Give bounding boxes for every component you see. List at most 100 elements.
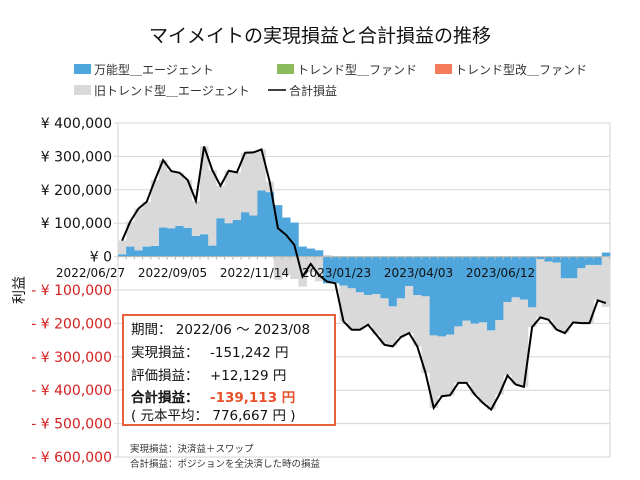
info-unrealized-value: +12,129 円	[210, 368, 286, 384]
bar-banno-agent	[478, 256, 488, 323]
bar-old-trend-agent	[314, 256, 324, 282]
bar-old-trend-agent	[593, 264, 603, 301]
bar-banno-agent	[142, 246, 152, 257]
bar-banno-agent	[355, 256, 365, 293]
y-tick-label: ¥ 0	[90, 250, 112, 266]
bar-old-trend-agent	[200, 146, 209, 235]
bar-old-trend-agent	[257, 149, 266, 191]
bar-old-trend-agent	[462, 320, 471, 383]
bar-old-trend-agent	[552, 262, 562, 330]
bar-old-trend-agent	[413, 295, 422, 347]
bar-old-trend-agent	[282, 256, 291, 274]
bar-old-trend-agent	[495, 320, 504, 395]
bar-banno-agent	[511, 256, 521, 298]
bar-banno-agent	[601, 252, 611, 257]
bar-old-trend-agent	[241, 152, 250, 213]
x-tick-label: 2022/11/14	[220, 266, 289, 280]
bar-old-trend-agent	[511, 297, 521, 385]
bar-old-trend-agent	[388, 306, 398, 347]
info-box-border	[122, 314, 336, 426]
bar-old-trend-agent	[528, 307, 537, 328]
bar-old-trend-agent	[470, 323, 480, 395]
info-realized-label: 実現損益：	[131, 345, 199, 361]
legend-label: 合計損益	[289, 83, 337, 98]
bar-old-trend-agent	[446, 334, 455, 396]
bar-banno-agent	[118, 254, 127, 257]
bar-banno-agent	[290, 222, 299, 257]
bar-old-trend-agent	[216, 185, 225, 219]
bar-old-trend-agent	[175, 172, 184, 226]
y-tick-label: - ¥ 600,000	[31, 450, 112, 466]
bar-banno-agent	[552, 256, 562, 263]
bar-banno-agent	[446, 256, 455, 335]
bar-banno-agent	[470, 256, 480, 324]
bar-old-trend-agent	[159, 160, 168, 228]
bar-banno-agent	[257, 190, 266, 257]
bar-banno-agent	[560, 256, 570, 279]
info-box: 期間： 2022/06 ～ 2023/08 実現損益： -151,242 円 評…	[122, 314, 336, 426]
bar-banno-agent	[528, 256, 537, 308]
bar-banno-agent	[388, 256, 398, 307]
legend-swatch-orange	[435, 64, 452, 74]
bar-banno-agent	[282, 217, 291, 257]
bar-old-trend-agent	[290, 256, 299, 279]
bar-banno-agent	[314, 250, 324, 257]
bar-banno-agent	[577, 256, 586, 269]
bar-banno-agent	[437, 256, 447, 337]
y-tick-label: - ¥ 100,000	[31, 283, 112, 299]
chart-title: マイメイトの実現損益と合計損益の推移	[149, 25, 491, 47]
x-axis: 2022/06/27 2022/09/05 2022/11/14 2023/01/23…	[56, 266, 535, 280]
info-realized-value: -151,242 円	[210, 345, 289, 361]
bar-banno-agent	[159, 227, 168, 257]
bar-banno-agent	[241, 212, 250, 257]
info-period: 期間： 2022/06 ～ 2023/08	[131, 322, 310, 338]
legend-label: 万能型＿エージェント	[94, 63, 214, 77]
bar-banno-agent	[232, 219, 242, 257]
bar-banno-agent	[339, 256, 348, 286]
bar-banno-agent	[175, 225, 184, 257]
x-tick-label: 2022/06/27	[56, 266, 125, 280]
info-unrealized-label: 評価損益：	[131, 368, 199, 384]
bar-old-trend-agent	[183, 180, 193, 228]
bar-banno-agent	[249, 215, 258, 257]
info-total-label: 合計損益：	[131, 389, 199, 406]
bar-banno-agent	[298, 246, 307, 257]
bar-banno-agent	[569, 256, 578, 279]
bar-banno-agent	[405, 256, 414, 286]
bar-old-trend-agent	[372, 294, 381, 335]
bar-old-trend-agent	[224, 170, 234, 224]
bar-banno-agent	[265, 192, 275, 257]
bar-banno-agent	[216, 218, 225, 257]
y-tick-label: - ¥ 200,000	[31, 316, 112, 332]
bar-banno-agent	[519, 256, 529, 300]
y-tick-label: ¥ 200,000	[41, 183, 112, 199]
bar-banno-agent	[183, 227, 193, 257]
bar-banno-agent	[306, 248, 316, 257]
bar-banno-agent	[536, 256, 545, 260]
bar-old-trend-agent	[118, 240, 127, 255]
bar-old-trend-agent	[323, 254, 332, 257]
note-total: 合計損益：ポジションを全決済した時の損益	[130, 458, 321, 470]
bar-banno-agent	[208, 245, 217, 257]
legend-label: 旧トレンド型＿エージェント	[94, 84, 250, 98]
bar-old-trend-agent	[191, 200, 201, 236]
bar-banno-agent	[380, 256, 389, 299]
bar-old-trend-agent	[487, 330, 496, 410]
bar-old-trend-agent	[429, 335, 439, 408]
bar-old-trend-agent	[364, 295, 373, 325]
bar-old-trend-agent	[421, 296, 430, 373]
legend-label: トレンド型＿ファンド	[297, 63, 417, 77]
bar-banno-agent	[396, 256, 406, 299]
bar-banno-agent	[273, 205, 283, 257]
bar-old-trend-agent	[437, 336, 447, 397]
bar-old-trend-agent	[134, 208, 143, 251]
bar-old-trend-agent	[536, 259, 545, 318]
bar-old-trend-agent	[577, 268, 586, 324]
legend-label: トレンド型改＿ファンド	[455, 63, 587, 77]
y-tick-label: ¥ 300,000	[41, 149, 112, 165]
y-axis: ¥ 400,000 ¥ 300,000 ¥ 200,000 ¥ 100,000 ¥ 0 -…	[31, 116, 112, 466]
bar-old-trend-agent	[544, 261, 553, 320]
bar-old-trend-agent	[601, 256, 611, 308]
bar-old-trend-agent	[232, 172, 242, 220]
